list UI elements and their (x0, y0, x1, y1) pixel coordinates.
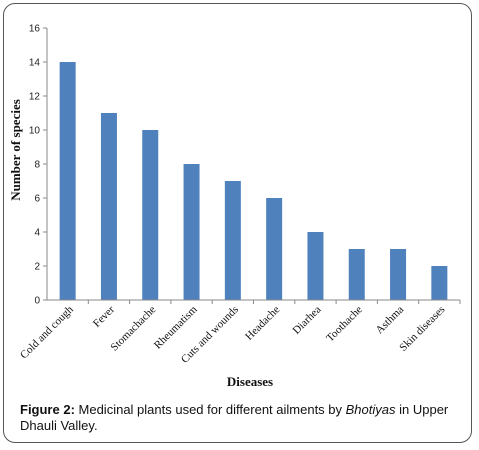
y-tick-label: 14 (29, 58, 41, 69)
y-tick-label: 8 (34, 160, 40, 171)
caption-text-start: Medicinal plants used for different ailm… (74, 402, 346, 417)
y-axis-ticks: 0 2 4 6 8 10 12 14 16 (29, 24, 47, 307)
bar-toothache (348, 249, 365, 300)
bar-headache (266, 198, 283, 300)
bars (59, 62, 448, 300)
bar-diarhea (307, 232, 324, 300)
bar-asthma (390, 249, 407, 300)
x-tick-label: Headache (243, 304, 282, 343)
caption-text-end: in Upper Dhauli Valley. (20, 402, 449, 433)
x-tick-label: Asthma (373, 304, 406, 337)
bar-fever (100, 113, 117, 300)
y-axis-title: Number of species (8, 99, 23, 201)
x-tick-label: Toothache (324, 304, 365, 345)
y-tick-label: 2 (34, 262, 40, 273)
y-tick-label: 10 (29, 126, 41, 137)
x-tick-label: Fever (91, 303, 117, 329)
x-axis-tick-labels: Cold and cough FeverStomachacheRheumatism… (18, 300, 461, 366)
y-tick-label: 16 (29, 24, 41, 35)
x-tick-label: Diarhea (290, 304, 323, 337)
y-tick-label: 0 (34, 296, 40, 307)
caption-italic-term: Bhotiyas (345, 402, 396, 417)
y-tick-label: 4 (34, 228, 40, 239)
y-tick-label: 6 (34, 194, 40, 205)
bar-rheumatism (183, 164, 200, 300)
y-tick-label: 12 (29, 92, 41, 103)
figure-caption: Figure 2: Medicinal plants used for diff… (20, 402, 460, 434)
x-tick-label: Cold and cough (18, 303, 76, 361)
bar-skin-diseases (431, 266, 448, 300)
caption-label: Figure 2: (20, 402, 75, 417)
bar-cuts-and-wounds (224, 181, 241, 300)
x-axis-title: Diseases (227, 374, 273, 389)
bar-cold-and-cough (59, 62, 76, 300)
bar-stomachache (142, 130, 159, 300)
